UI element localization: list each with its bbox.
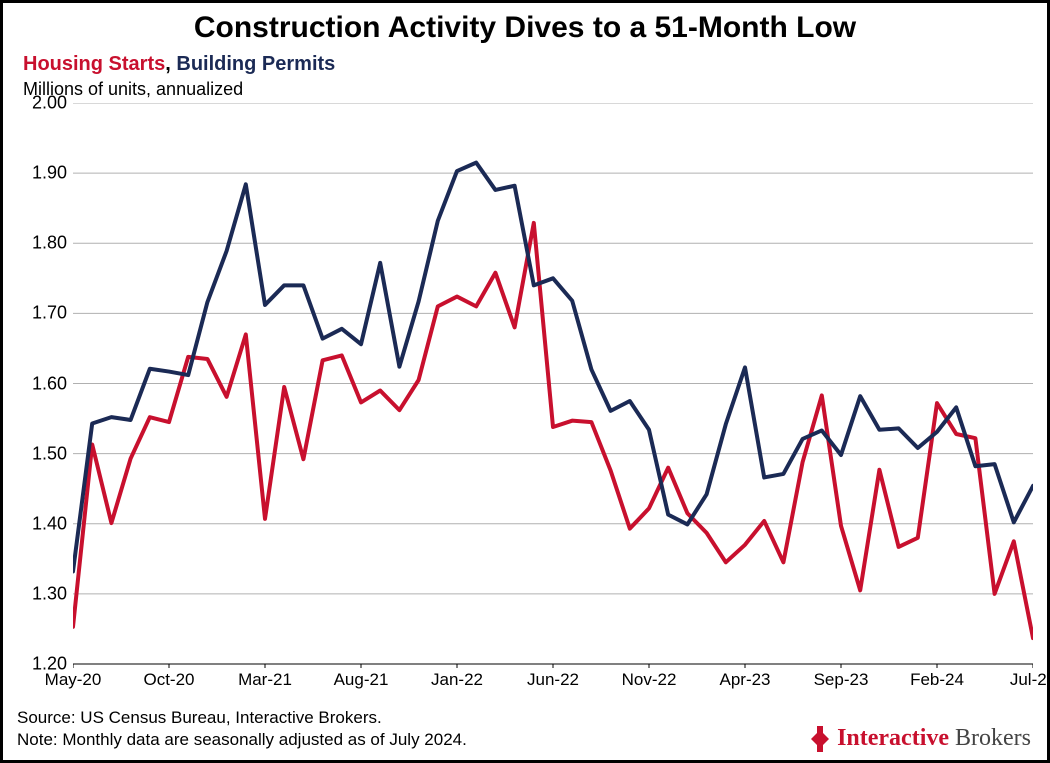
plot-area (73, 103, 1033, 668)
brand-text-1: Interactive (837, 725, 949, 752)
legend-separator: , (165, 53, 176, 75)
x-tick-label: Oct-20 (143, 670, 194, 690)
legend-series-2: Building Permits (176, 53, 335, 75)
x-tick-label: Mar-21 (238, 670, 292, 690)
y-tick-label: 1.50 (7, 443, 67, 464)
y-tick-label: 1.60 (7, 373, 67, 394)
y-tick-label: 1.70 (7, 303, 67, 324)
y-tick-label: 1.30 (7, 583, 67, 604)
x-tick-label: Apr-23 (719, 670, 770, 690)
x-tick-label: Nov-22 (622, 670, 677, 690)
x-tick-label: Aug-21 (334, 670, 389, 690)
x-tick-label: Jan-22 (431, 670, 483, 690)
x-tick-label: Jul-24 (1010, 670, 1050, 690)
brand-logo: InteractiveBrokers (809, 725, 1031, 752)
y-axis-labels: 1.201.301.401.501.601.701.801.902.00 (3, 103, 67, 668)
x-tick-label: May-20 (45, 670, 102, 690)
y-tick-label: 1.40 (7, 513, 67, 534)
plot-svg (73, 103, 1033, 668)
data-lines (73, 163, 1033, 638)
brand-text-2: Brokers (955, 725, 1031, 752)
gridlines (73, 103, 1033, 664)
y-tick-label: 1.80 (7, 233, 67, 254)
y-tick-label: 2.00 (7, 93, 67, 114)
x-axis-labels: May-20Oct-20Mar-21Aug-21Jan-22Jun-22Nov-… (73, 668, 1033, 692)
y-tick-label: 1.90 (7, 163, 67, 184)
source-text: Source: US Census Bureau, Interactive Br… (17, 708, 382, 728)
legend-series-1: Housing Starts (23, 53, 165, 75)
legend: Housing Starts, Building Permits (23, 53, 335, 76)
x-tick-label: Feb-24 (910, 670, 964, 690)
note-text: Note: Monthly data are seasonally adjust… (17, 730, 467, 750)
brand-icon (809, 726, 831, 752)
chart-frame: Construction Activity Dives to a 51-Mont… (0, 0, 1050, 763)
x-tick-label: Jun-22 (527, 670, 579, 690)
x-tick-label: Sep-23 (814, 670, 869, 690)
chart-title: Construction Activity Dives to a 51-Mont… (3, 11, 1047, 45)
